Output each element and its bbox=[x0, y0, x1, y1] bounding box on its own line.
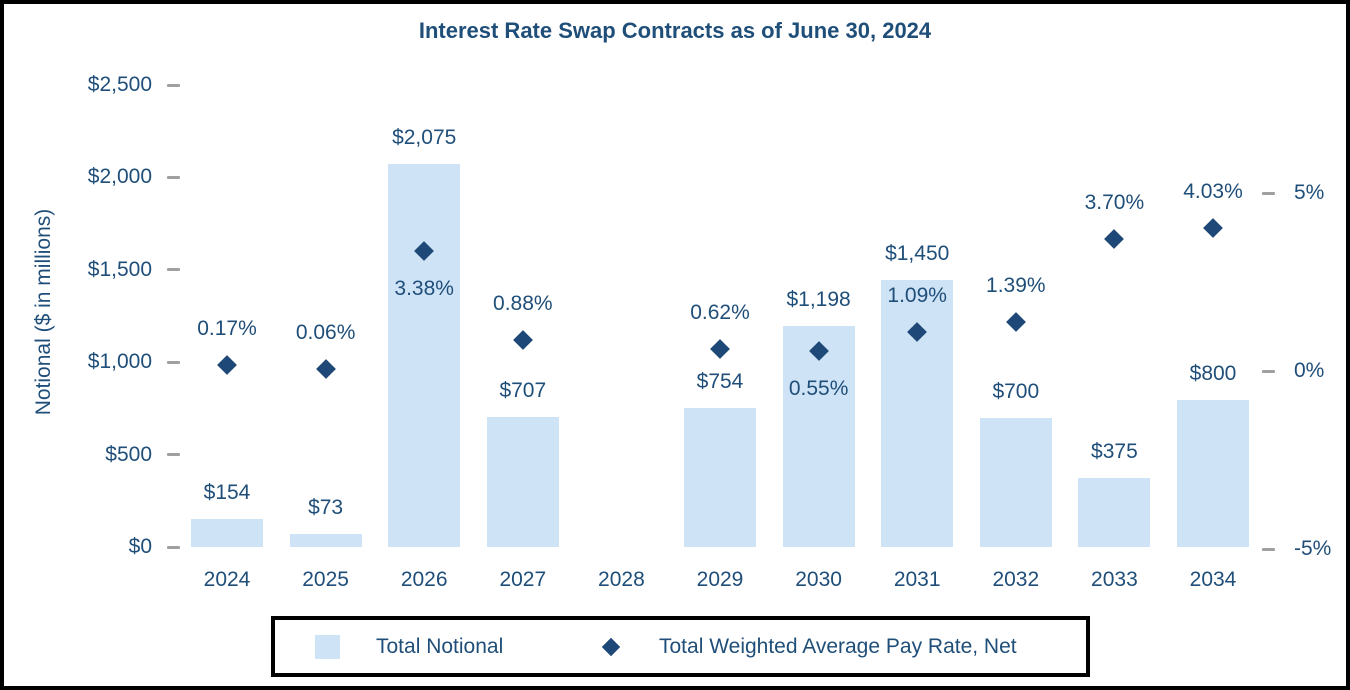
pay-rate-value-label: 0.17% bbox=[197, 316, 257, 340]
notional-value-label: $2,075 bbox=[392, 126, 457, 150]
pay-rate-value-label: 0.62% bbox=[690, 300, 750, 324]
legend-label-total-notional: Total Notional bbox=[376, 634, 504, 658]
y-axis-tick-label: $1,000 bbox=[87, 350, 152, 374]
y-axis-tick-label: $1,500 bbox=[87, 257, 152, 281]
x-axis-category-label: 2032 bbox=[992, 568, 1040, 591]
pay-rate-diamond-icon bbox=[1104, 229, 1125, 250]
secondary-y-axis-tick-mark bbox=[1262, 369, 1275, 373]
y-axis-tick-mark bbox=[167, 268, 180, 272]
secondary-y-axis-tick-mark bbox=[1262, 547, 1275, 551]
legend-bar-swatch-icon bbox=[315, 635, 340, 659]
notional-bar bbox=[289, 534, 362, 548]
notional-bar bbox=[388, 164, 461, 548]
notional-bar bbox=[1078, 478, 1151, 548]
pay-rate-value-label: 3.70% bbox=[1084, 191, 1145, 215]
notional-bar bbox=[881, 279, 954, 548]
pay-rate-value-label: 0.55% bbox=[788, 377, 849, 401]
legend: Total Notional Total Weighted Average Pa… bbox=[271, 616, 1090, 677]
y-axis-tick-mark bbox=[167, 545, 180, 549]
x-axis-category-label: 2025 bbox=[302, 568, 349, 591]
y-axis-tick-mark bbox=[167, 175, 180, 179]
x-axis-category-label: 2024 bbox=[203, 568, 251, 591]
x-axis-category-label: 2034 bbox=[1189, 568, 1237, 591]
x-axis-category-label: 2028 bbox=[598, 568, 645, 591]
y-axis-tick-mark bbox=[167, 453, 180, 457]
notional-value-label: $700 bbox=[992, 380, 1040, 404]
pay-rate-value-label: 0.06% bbox=[295, 320, 356, 344]
pay-rate-diamond-icon bbox=[1005, 311, 1026, 332]
secondary-y-axis-tick-label: -5% bbox=[1294, 537, 1332, 560]
pay-rate-value-label: 1.39% bbox=[986, 273, 1046, 297]
notional-value-label: $800 bbox=[1189, 361, 1237, 385]
pay-rate-value-label: 3.38% bbox=[394, 276, 454, 300]
notional-bar bbox=[979, 418, 1052, 548]
x-axis-category-label: 2026 bbox=[400, 568, 448, 591]
x-axis-category-label: 2030 bbox=[795, 568, 842, 591]
notional-value-label: $154 bbox=[203, 481, 251, 505]
notional-value-label: $1,450 bbox=[885, 241, 950, 265]
y-axis-tick-mark bbox=[167, 360, 180, 364]
notional-value-label: $754 bbox=[696, 370, 744, 394]
notional-value-label: $707 bbox=[499, 378, 547, 402]
secondary-y-axis-tick-mark bbox=[1262, 191, 1275, 195]
pay-rate-diamond-icon bbox=[710, 339, 730, 359]
pay-rate-diamond-icon bbox=[1203, 217, 1223, 238]
x-axis-category-label: 2031 bbox=[893, 568, 941, 591]
legend-diamond-icon bbox=[601, 637, 621, 656]
y-axis-tick-label: $2,500 bbox=[87, 73, 152, 96]
y-axis-tick-label: $2,000 bbox=[87, 165, 152, 189]
x-axis-category-label: 2027 bbox=[499, 568, 547, 591]
pay-rate-diamond-icon bbox=[512, 329, 533, 350]
notional-bar bbox=[1177, 399, 1249, 548]
notional-value-label: $375 bbox=[1091, 440, 1138, 464]
notional-bar bbox=[782, 326, 855, 548]
pay-rate-value-label: 4.03% bbox=[1183, 179, 1243, 203]
notional-bar bbox=[191, 519, 263, 548]
pay-rate-diamond-icon bbox=[217, 355, 237, 375]
y-axis-title: Notional ($ in millions) bbox=[32, 208, 55, 416]
y-axis-tick-label: $500 bbox=[105, 442, 152, 466]
notional-value-label: $1,198 bbox=[786, 288, 851, 312]
pay-rate-diamond-icon bbox=[315, 358, 336, 379]
pay-rate-value-label: 1.09% bbox=[887, 284, 947, 308]
notional-value-label: $73 bbox=[308, 496, 344, 519]
chart-title: Interest Rate Swap Contracts as of June … bbox=[418, 18, 932, 43]
secondary-y-axis-tick-label: 5% bbox=[1294, 181, 1325, 204]
secondary-y-axis-tick-label: 0% bbox=[1294, 359, 1325, 382]
notional-bar bbox=[684, 408, 756, 548]
x-axis-category-label: 2029 bbox=[696, 568, 744, 591]
y-axis-tick-mark bbox=[167, 83, 180, 87]
notional-bar bbox=[486, 416, 559, 548]
y-axis-tick-label: $0 bbox=[128, 535, 152, 558]
pay-rate-value-label: 0.88% bbox=[493, 291, 553, 315]
legend-label-pay-rate: Total Weighted Average Pay Rate, Net bbox=[659, 634, 1017, 658]
x-axis-category-label: 2033 bbox=[1091, 568, 1138, 591]
